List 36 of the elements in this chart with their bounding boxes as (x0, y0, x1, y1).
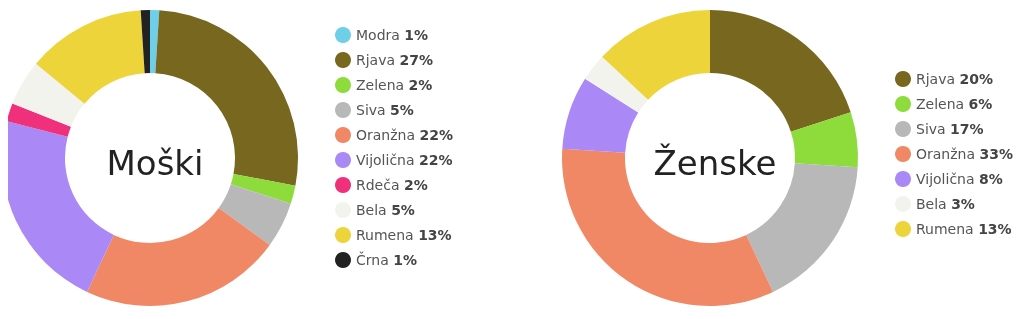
legend-label: Rumena (916, 221, 979, 237)
data-label: 5% (391, 202, 415, 218)
data-label: 22% (418, 152, 453, 168)
text: Ženske (653, 143, 777, 183)
text: Moški (106, 143, 204, 183)
legend-label: Vijolična (916, 171, 979, 187)
legend-label: Bela (356, 202, 392, 218)
data-label: 8% (978, 171, 1003, 187)
data-label: 6% (968, 96, 993, 112)
data-label: 20% (959, 71, 994, 87)
legend-label: Oranžna (916, 146, 980, 162)
data-label: 3% (951, 196, 975, 212)
legend-label: Rjava (916, 71, 960, 87)
data-label: 2% (403, 177, 428, 193)
legend-label: Zelena (356, 77, 409, 93)
legend-label: Siva (356, 102, 391, 118)
data-label: 33% (979, 146, 1013, 162)
legend-label: Bela (916, 196, 952, 212)
legend-label: Vijolična (356, 152, 419, 168)
legend-label: Modra (356, 27, 405, 43)
legend-label: Siva (916, 121, 951, 137)
legend-label: Rdeča (356, 177, 404, 193)
data-label: 17% (950, 121, 984, 137)
legend-label: Rjava (356, 52, 400, 68)
data-label: 27% (399, 52, 434, 68)
legend-label: Rumena (356, 227, 419, 243)
data-label: 13% (418, 227, 452, 243)
data-label: 13% (978, 221, 1012, 237)
data-label: 5% (390, 102, 414, 118)
data-label: 1% (404, 27, 429, 43)
data-label: 2% (408, 77, 433, 93)
data-label: 1% (393, 252, 417, 268)
legend-label: Zelena (916, 96, 969, 112)
legend-label: Oranžna (356, 127, 420, 143)
data-label: 22% (419, 127, 453, 143)
legend-label: Črna (356, 251, 394, 268)
